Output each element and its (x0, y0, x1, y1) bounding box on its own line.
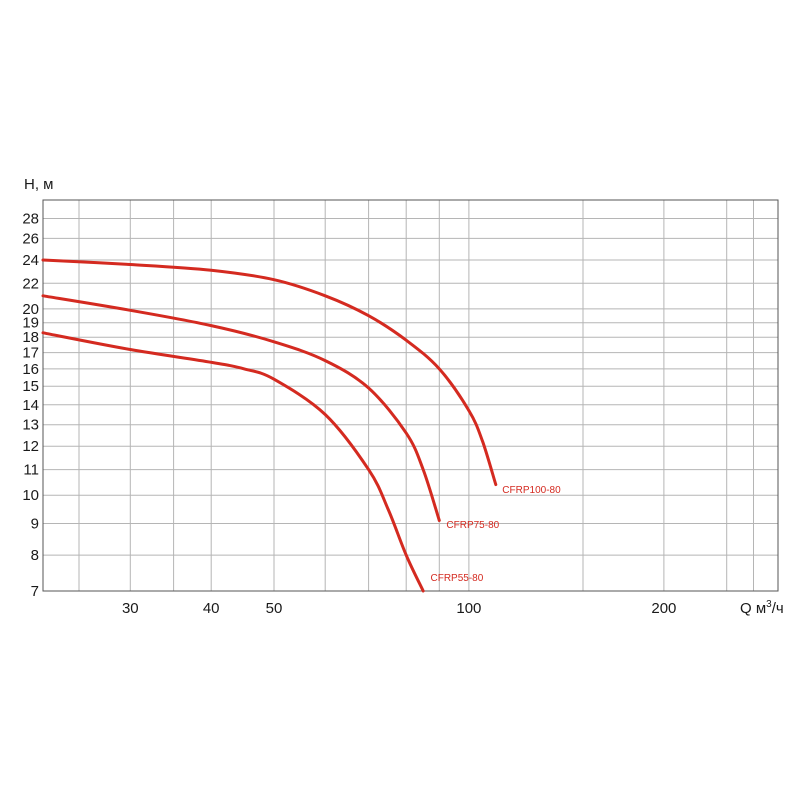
y-tick-label: 14 (22, 397, 39, 414)
y-tick-label: 8 (31, 547, 39, 564)
grid-lines (43, 200, 778, 592)
plot-frame (42, 199, 779, 592)
y-tick-label: 7 (31, 583, 39, 600)
y-tick-label: 10 (22, 487, 39, 504)
y-tick-label: 17 (22, 345, 39, 362)
series-line-1 (41, 258, 498, 487)
y-tick-label: 26 (22, 230, 39, 247)
x-tick-label: 30 (122, 600, 139, 617)
series-label-1: CFRP100-80 (502, 485, 561, 496)
x-axis-title-main: Q м (740, 600, 766, 617)
x-tick-label: 200 (651, 600, 676, 617)
y-tick-label: 28 (22, 211, 39, 228)
y-tick-label: 9 (31, 516, 39, 533)
y-tick-label: 19 (22, 315, 39, 332)
x-tick-label: 100 (456, 600, 481, 617)
series-label-3: CFRP55-80 (431, 573, 484, 584)
x-tick-label: 50 (266, 600, 283, 617)
y-tick-label: 15 (22, 378, 39, 395)
series-line-2 (41, 294, 441, 522)
y-tick-label: 18 (22, 329, 39, 346)
x-axis-title-sup: 3 (766, 599, 772, 610)
y-tick-label: 24 (22, 252, 39, 269)
x-axis-title: Q м3/ч (740, 599, 784, 617)
x-tick-labels: 30 40 50 100 200 (122, 600, 676, 617)
x-axis-title-suffix: /ч (772, 600, 784, 617)
x-tick-label: 40 (203, 600, 220, 617)
series-line-3 (41, 331, 425, 593)
y-tick-label: 12 (22, 438, 39, 455)
y-axis-title: H, м (24, 176, 53, 193)
series-label-2: CFRP75-80 (446, 520, 499, 531)
series-layer: CFRP100-80 CFRP75-80 CFRP55-80 (41, 258, 561, 593)
y-tick-label: 13 (22, 417, 39, 434)
y-tick-label: 11 (23, 462, 39, 479)
y-tick-label: 16 (22, 361, 39, 378)
y-tick-label: 22 (22, 275, 39, 292)
y-tick-label: 20 (22, 301, 39, 318)
